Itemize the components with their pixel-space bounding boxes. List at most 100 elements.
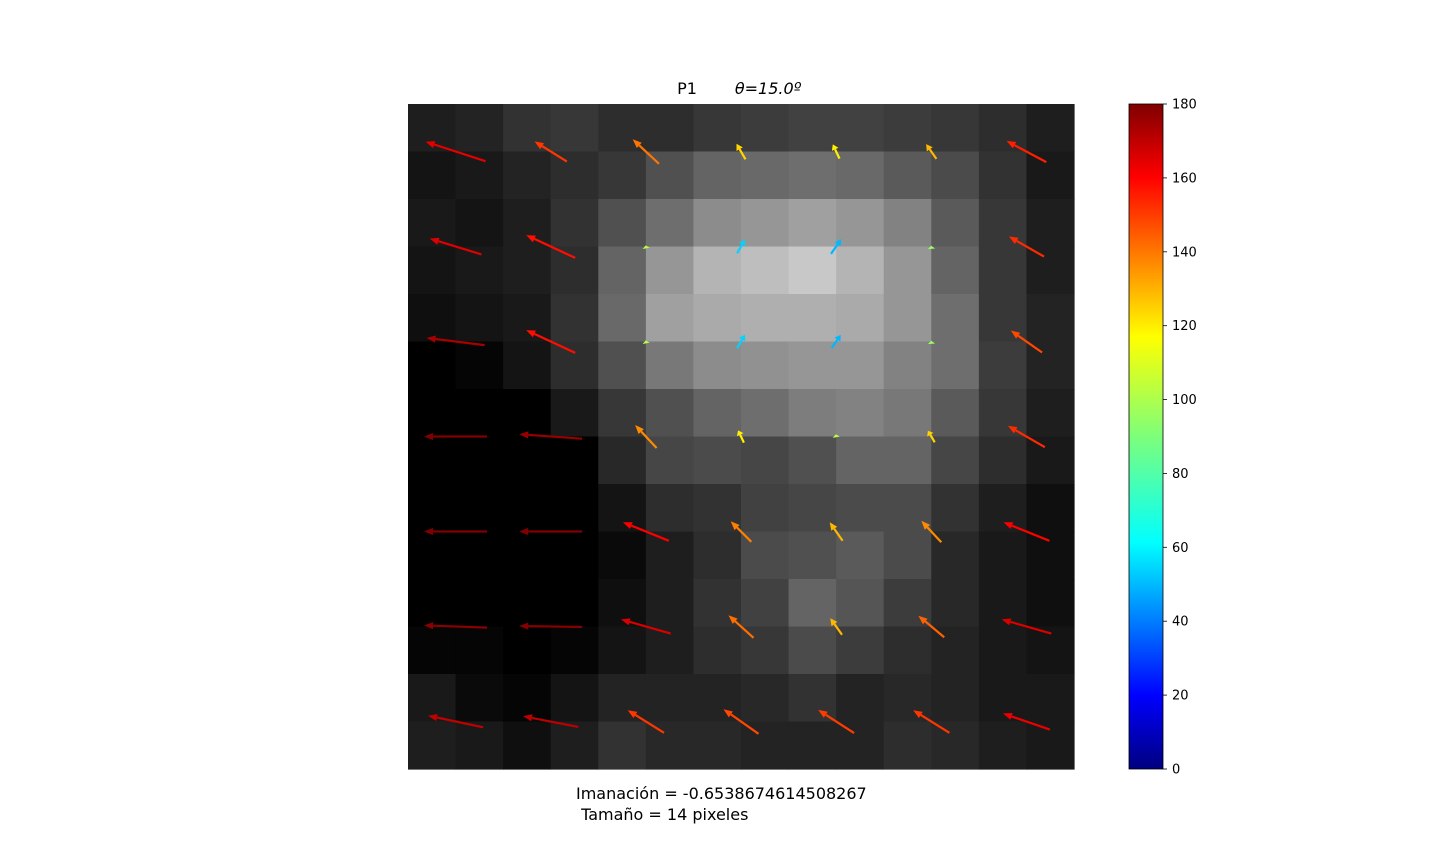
vector-arrow [642, 245, 650, 249]
heatmap-cell [598, 199, 647, 248]
heatmap-cell [883, 246, 932, 295]
heatmap-cell [503, 294, 552, 343]
heatmap-cell [883, 294, 932, 343]
colorbar-tick-label: 180 [1172, 98, 1197, 113]
heatmap-cell [645, 246, 695, 295]
heatmap-cell [693, 531, 742, 580]
heatmap-cell [741, 199, 790, 248]
heatmap-cell [598, 341, 647, 390]
heatmap-cell [503, 199, 552, 248]
heatmap-cell [550, 199, 599, 248]
vector-arrow [1008, 236, 1045, 258]
heatmap-cell [455, 199, 504, 248]
vector-arrow [424, 527, 488, 536]
vector-arrow [913, 710, 950, 734]
vector-arrow [424, 622, 488, 630]
vector-arrow [635, 425, 658, 449]
heatmap-cell [931, 294, 980, 343]
vector-arrow [428, 714, 484, 729]
heatmap-cell [1026, 341, 1075, 390]
title-theta: θ=15.0º [735, 79, 802, 98]
heatmap-cell [455, 389, 504, 438]
heatmap-cell [503, 436, 552, 485]
vector-arrow [424, 432, 488, 441]
size-caption: Tamaño = 14 pixeles [576, 805, 749, 824]
heatmap-cell [836, 484, 885, 533]
vector-arrow [830, 618, 843, 636]
vector-arrow [1001, 618, 1052, 635]
heatmap-cell [788, 579, 837, 628]
heatmap-cell [455, 104, 504, 153]
heatmap-cell [550, 294, 599, 343]
heatmap-cell [408, 436, 457, 485]
heatmap-cell [693, 721, 742, 770]
heatmap-cell [1026, 151, 1075, 200]
heatmap-cell [598, 436, 647, 485]
heatmap-cell [978, 721, 1028, 770]
heatmap-cell [408, 484, 457, 533]
vector-arrow [832, 434, 840, 438]
colorbar-tick-label: 120 [1172, 319, 1197, 334]
heatmap-cell [503, 104, 552, 153]
heatmap-cell [883, 721, 932, 770]
heatmap-cell [455, 531, 504, 580]
heatmap-cell [741, 579, 790, 628]
heatmap-cell [503, 484, 552, 533]
heatmap-cell [550, 721, 599, 770]
plot-title: P1 θ=15.0º [677, 79, 802, 98]
heatmap-cell [1026, 721, 1075, 770]
vector-arrow [736, 143, 747, 160]
heatmap-cell [978, 246, 1028, 295]
heatmap-cell [788, 104, 837, 153]
vector-arrow [632, 139, 660, 165]
heatmap-cell [503, 674, 552, 723]
heatmap-cell [788, 341, 837, 390]
heatmap-cell [931, 389, 980, 438]
heatmap-cell [978, 294, 1028, 343]
heatmap-cell [788, 151, 837, 200]
heatmap-cell [693, 341, 742, 390]
heatmap-cell [1026, 674, 1075, 723]
heatmap-cell [788, 294, 837, 343]
vector-arrow [736, 334, 746, 349]
heatmap-cell [836, 579, 885, 628]
vector-arrow [927, 340, 936, 345]
vector-arrow [829, 522, 844, 542]
vector-arrow [927, 245, 936, 250]
heatmap-cell [883, 151, 932, 200]
heatmap-cell [455, 341, 504, 390]
heatmap-cell [1026, 484, 1075, 533]
heatmap-cell [1026, 531, 1075, 580]
heatmap-cell [741, 246, 790, 295]
vector-arrow [736, 239, 746, 254]
heatmap-cell [598, 721, 647, 770]
heatmap-cell [408, 341, 457, 390]
heatmap-cell [931, 151, 980, 200]
heatmap-cell [693, 199, 742, 248]
heatmap-cell [455, 484, 504, 533]
heatmap-cell [883, 436, 932, 485]
heatmap-cell [836, 199, 885, 248]
colorbar-tick-label: 160 [1172, 171, 1197, 186]
heatmap-cell [598, 246, 647, 295]
vector-arrow [526, 330, 576, 354]
vector-arrow [519, 431, 583, 440]
heatmap-cell [788, 674, 837, 723]
heatmap-cell [408, 674, 457, 723]
heatmap-cell [645, 341, 695, 390]
heatmap-cell [693, 294, 742, 343]
vector-arrow [429, 237, 482, 256]
heatmap-cell [645, 104, 695, 153]
title-label: P1 [677, 79, 697, 98]
vector-arrow [1003, 522, 1050, 542]
heatmap-cell [1026, 579, 1075, 628]
heatmap-cell [978, 104, 1028, 153]
colorbar-tick-label: 20 [1172, 689, 1189, 704]
heatmap-cell [741, 674, 790, 723]
heatmap-cell [883, 104, 932, 153]
heatmap-cell [408, 389, 457, 438]
vector-arrow [921, 520, 943, 543]
heatmap-cell [550, 246, 599, 295]
heatmap-cell [1026, 436, 1075, 485]
heatmap-cell [836, 341, 885, 390]
